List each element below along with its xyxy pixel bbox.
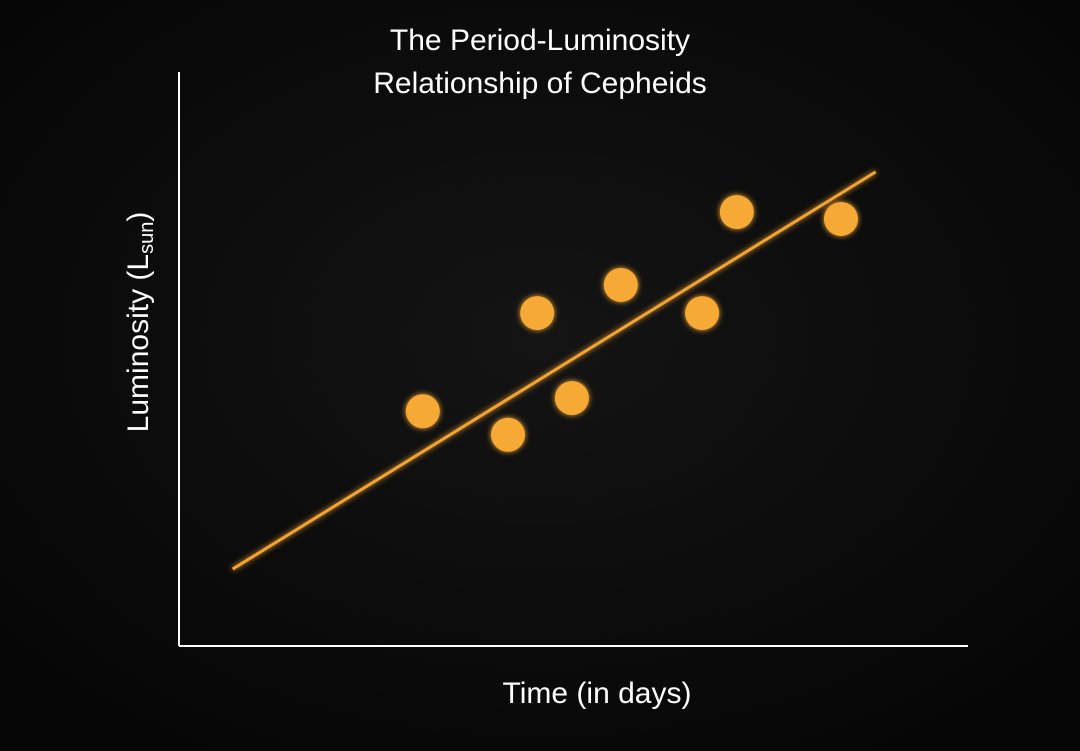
data-point [603,267,638,302]
y-axis-label-part: ) [122,212,155,222]
chart-title: Relationship of Cepheids [373,67,707,100]
chart-title: The Period-Luminosity [390,24,690,57]
y-axis-label-sub: sun [136,222,158,254]
data-point [554,381,589,416]
y-axis-label: Luminosity (Lsun) [122,212,158,433]
trend-line [231,170,877,571]
x-axis-label: Time (in days) [503,677,692,710]
data-point [685,296,720,331]
data-point [405,394,440,429]
data-point [823,201,858,236]
data-point [491,417,526,452]
data-point [719,195,754,230]
data-point [520,296,555,331]
y-axis-label-part: Luminosity (L [122,254,155,432]
